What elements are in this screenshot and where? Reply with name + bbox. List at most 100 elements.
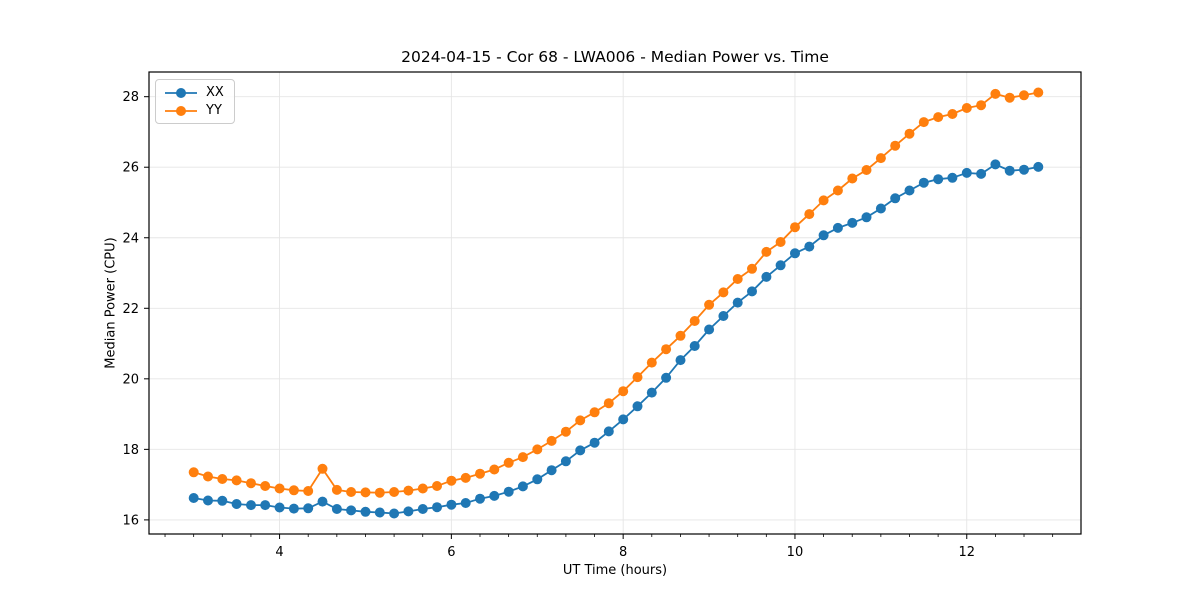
series-yy-marker bbox=[489, 464, 500, 475]
series-xx-marker bbox=[489, 490, 500, 501]
series-yy-marker bbox=[1019, 90, 1029, 101]
series-xx-marker bbox=[360, 506, 371, 517]
series-yy-marker bbox=[775, 237, 786, 247]
legend-item-xx: XX bbox=[164, 85, 224, 100]
series-yy-marker bbox=[589, 407, 600, 418]
series-yy-marker bbox=[389, 487, 400, 497]
series-xx-marker bbox=[976, 168, 987, 179]
series-xx-marker bbox=[532, 474, 543, 485]
series-yy-marker bbox=[832, 185, 843, 196]
series-xx-line bbox=[193, 163, 1039, 515]
axes-spines bbox=[148, 71, 1082, 535]
series-xx-marker bbox=[1019, 164, 1029, 175]
series-xx-marker bbox=[933, 174, 944, 185]
series-yy-marker bbox=[732, 274, 743, 284]
series-yy-marker bbox=[918, 117, 929, 128]
series-yy-marker bbox=[661, 344, 672, 355]
series-yy-marker bbox=[961, 103, 972, 113]
series-xx-marker bbox=[475, 493, 485, 504]
x-axis-label: UT Time (hours) bbox=[562, 563, 668, 578]
series-yy-marker bbox=[990, 88, 1001, 99]
series-yy-marker bbox=[288, 485, 299, 496]
series-xx-marker bbox=[1033, 161, 1044, 172]
series-yy-marker bbox=[346, 487, 357, 497]
series-yy-marker bbox=[603, 398, 614, 409]
series-xx-marker bbox=[432, 502, 442, 513]
series-yy-marker bbox=[646, 357, 657, 368]
series-xx-marker bbox=[832, 222, 843, 233]
series-xx-marker bbox=[575, 445, 586, 456]
series-xx-marker bbox=[217, 495, 228, 506]
series-yy-marker bbox=[904, 128, 915, 139]
series-yy-marker bbox=[532, 444, 543, 455]
series-yy-marker bbox=[231, 475, 242, 486]
series-xx-marker bbox=[603, 426, 614, 437]
series-yy-marker bbox=[188, 467, 199, 478]
legend-line-marker-icon bbox=[165, 105, 197, 116]
series-xx-marker bbox=[632, 401, 643, 412]
series-yy-marker bbox=[675, 330, 686, 341]
series-yy-marker bbox=[890, 140, 901, 151]
x-tick-label: 4 bbox=[275, 545, 283, 560]
series-xx-marker bbox=[303, 503, 314, 514]
series-xx-marker bbox=[790, 248, 800, 259]
series-yy-marker bbox=[575, 415, 586, 426]
chart-title: 2024-04-15 - Cor 68 - LWA006 - Median Po… bbox=[401, 48, 829, 66]
series-yy-marker bbox=[331, 484, 342, 495]
series-xx-marker bbox=[546, 465, 557, 476]
legend: XX YY bbox=[155, 79, 235, 124]
series-yy-marker bbox=[303, 486, 314, 496]
series-xx-marker bbox=[732, 297, 743, 308]
series-xx-marker bbox=[503, 486, 514, 497]
y-tick-label: 28 bbox=[122, 90, 139, 105]
series-xx-marker bbox=[847, 217, 858, 228]
series-yy-marker bbox=[804, 209, 815, 220]
series-yy-marker bbox=[689, 316, 700, 326]
series-xx-marker bbox=[918, 177, 929, 188]
series-xx-marker bbox=[417, 504, 428, 514]
series-xx-marker bbox=[288, 503, 299, 514]
series-yy-marker bbox=[203, 471, 213, 482]
series-xx-marker bbox=[718, 311, 729, 321]
series-xx-marker bbox=[460, 498, 471, 508]
series-xx-marker bbox=[689, 341, 700, 351]
series-yy-marker bbox=[260, 481, 271, 491]
x-tick-label: 8 bbox=[619, 545, 627, 560]
series-yy-marker bbox=[861, 165, 872, 175]
series-xx-marker bbox=[747, 286, 757, 297]
series-yy-marker bbox=[718, 287, 729, 298]
series-xx-marker bbox=[260, 500, 271, 511]
series-yy-marker bbox=[503, 457, 514, 468]
series-xx-marker bbox=[274, 502, 285, 513]
legend-item-yy: YY bbox=[164, 103, 224, 118]
series-xx-marker bbox=[947, 172, 958, 183]
x-tick-label: 6 bbox=[447, 545, 455, 560]
series-xx-marker bbox=[517, 481, 528, 492]
series-xx-marker bbox=[317, 496, 328, 507]
y-tick-label: 16 bbox=[122, 513, 139, 528]
series-yy-line bbox=[193, 91, 1039, 494]
x-tick-label: 10 bbox=[787, 545, 804, 560]
series-yy-marker bbox=[417, 483, 428, 494]
series-yy-marker bbox=[818, 195, 829, 206]
series-yy-marker bbox=[933, 112, 944, 123]
y-tick-label: 26 bbox=[122, 161, 139, 176]
series-xx-marker bbox=[374, 507, 385, 518]
series-xx-marker bbox=[389, 508, 400, 519]
series-yy-marker bbox=[947, 109, 958, 119]
series-yy-marker bbox=[374, 487, 385, 498]
series-xx-marker bbox=[775, 260, 786, 271]
series-yy-marker bbox=[747, 263, 757, 274]
series-yy-marker bbox=[403, 485, 414, 496]
series-xx-marker bbox=[331, 504, 342, 514]
series-yy-marker bbox=[360, 487, 371, 498]
series-xx-marker bbox=[646, 387, 657, 398]
series-yy-marker bbox=[875, 153, 886, 164]
y-tick-label: 18 bbox=[122, 443, 139, 458]
series-xx-marker bbox=[761, 271, 772, 282]
series-yy-marker bbox=[560, 426, 571, 437]
series-yy-marker bbox=[976, 100, 987, 111]
series-yy-marker bbox=[274, 483, 285, 494]
